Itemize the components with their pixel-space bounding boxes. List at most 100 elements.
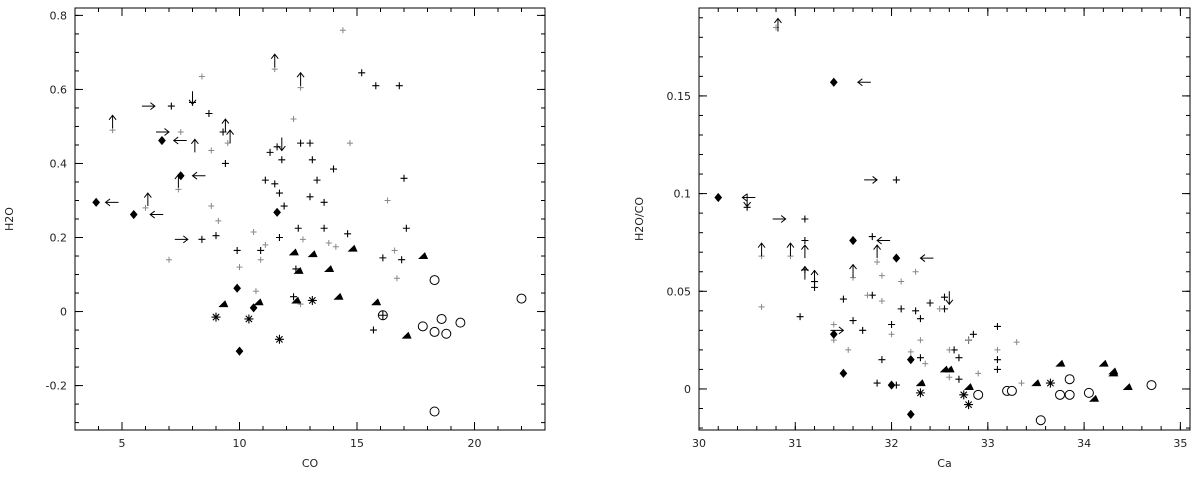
point-cross-gray (236, 264, 243, 271)
point-circle (1035, 415, 1046, 426)
point-cross-gray (975, 370, 982, 377)
limit-arrow-left (172, 136, 187, 145)
point-triangle (1031, 379, 1042, 387)
point-circle (441, 328, 452, 339)
limit-arrow-down (945, 291, 954, 306)
point-cross-gray (878, 272, 885, 279)
point-cross (271, 180, 279, 188)
point-cross-gray (166, 256, 172, 263)
point-cross (398, 256, 406, 264)
point-cross (993, 322, 1001, 330)
point-triangle (333, 292, 344, 300)
point-asterisk (244, 314, 254, 324)
point-diamond (92, 197, 101, 207)
point-cross (233, 246, 241, 254)
chart-left: 5 10 15 20 -0.2 0 0.2 0.4 0.6 0.8 CO H2O (3, 7, 546, 470)
y-tick-label: 0.2 (50, 232, 68, 245)
y-tick-label: 0 (684, 383, 691, 396)
limit-arrow-up (849, 263, 857, 278)
limit-arrow-right (864, 176, 878, 184)
limit-arrow-up (786, 242, 795, 257)
limit-arrow-left (919, 254, 934, 262)
point-cross-gray (297, 301, 304, 308)
point-circle (436, 313, 447, 324)
y-axis-label: H2O (3, 207, 16, 231)
limit-arrow-up (190, 138, 199, 153)
point-cross (801, 236, 809, 244)
limit-arrow-left (876, 236, 891, 245)
plot-frame (74, 7, 546, 431)
y-tick-label: 0.15 (667, 90, 692, 103)
limit-arrow-down (277, 137, 286, 152)
point-cross (275, 189, 283, 197)
point-diamond (129, 209, 138, 220)
point-circle (1006, 385, 1017, 396)
point-triangle (418, 252, 429, 260)
chart-right: 30 31 32 33 34 35 0 0.05 0.1 0.15 Ca H2O/CO (633, 7, 1191, 470)
point-cross (888, 321, 896, 328)
point-triangle (218, 300, 229, 308)
point-cross-gray (864, 292, 871, 299)
y-tick-label: 0 (60, 306, 67, 319)
point-cross-gray (830, 321, 837, 328)
limit-arrow-up (108, 114, 117, 129)
point-cross-gray (907, 348, 914, 355)
point-cross (306, 193, 314, 201)
point-diamond (235, 346, 244, 356)
point-cross (205, 110, 213, 117)
limit-arrow-right (830, 326, 845, 335)
point-cross (801, 215, 809, 223)
point-cross (892, 176, 900, 184)
point-cross-gray (384, 197, 391, 204)
point-circle (1064, 389, 1075, 400)
point-triangle (1098, 359, 1109, 367)
x-tick-label: 32 (885, 437, 899, 450)
x-tick-label: 31 (788, 437, 802, 450)
point-cross-gray (339, 27, 346, 34)
point-cross-gray (290, 116, 297, 123)
point-cross-gray (391, 247, 398, 254)
x-axis-label: Ca (937, 457, 951, 470)
point-cross (344, 230, 352, 238)
limit-arrow-right (156, 128, 170, 136)
limit-arrow-up (801, 265, 809, 280)
point-cross (320, 224, 328, 232)
point-diamond (249, 303, 258, 313)
point-circle (429, 275, 440, 286)
point-cross-gray (946, 346, 953, 353)
limit-arrow-right (772, 215, 787, 223)
point-triangle (288, 248, 299, 256)
point-cross-gray (1018, 380, 1025, 387)
point-circle (417, 321, 428, 332)
y-axis-label: H2O/CO (633, 197, 646, 241)
point-cross-gray (208, 203, 215, 210)
point-circle (516, 293, 527, 304)
point-diamond (273, 207, 281, 217)
x-tick-label: 15 (350, 437, 364, 450)
point-diamond (849, 235, 857, 246)
point-cross (261, 176, 269, 184)
point-circle (1064, 374, 1075, 385)
point-triangle (1055, 359, 1066, 367)
point-cross (993, 365, 1001, 373)
point-diamond (839, 368, 848, 378)
point-cross-gray (898, 278, 905, 285)
x-tick-label: 35 (1173, 437, 1187, 450)
point-triangle (944, 365, 955, 373)
point-diamond (829, 77, 838, 87)
point-circle (455, 317, 466, 328)
point-cross-gray (946, 374, 953, 381)
point-cross (941, 293, 948, 301)
point-cross-gray (177, 129, 184, 136)
limit-arrow-right (174, 235, 189, 244)
point-cross-gray (257, 256, 264, 263)
point-circle (429, 406, 440, 417)
point-cross-gray (922, 360, 929, 367)
point-asterisk (307, 295, 317, 305)
point-triangle (324, 265, 335, 272)
point-cross (167, 102, 175, 110)
point-triangle (401, 331, 412, 339)
point-cross (969, 330, 977, 338)
point-cross-gray (878, 298, 885, 305)
point-cross (330, 165, 337, 173)
